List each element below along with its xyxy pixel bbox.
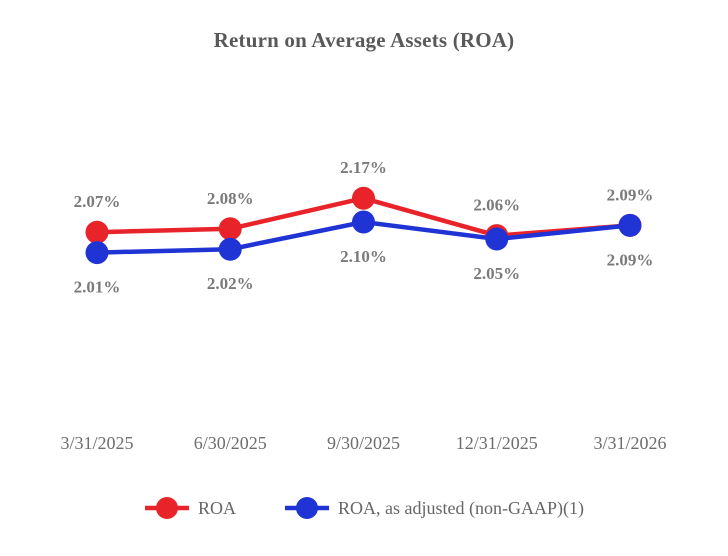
data-label: 2.17% — [340, 158, 387, 177]
data-point-marker — [218, 217, 242, 241]
legend: ROA ROA, as adjusted (non-GAAP)(1) — [0, 495, 728, 521]
data-label: 2.10% — [340, 247, 387, 266]
data-point-marker — [485, 227, 509, 251]
data-label: 2.05% — [473, 264, 520, 283]
data-label: 2.06% — [473, 196, 520, 215]
data-point-marker — [218, 237, 242, 261]
data-point-marker — [618, 213, 642, 237]
legend-series-marker-icon — [145, 497, 189, 519]
data-label: 2.02% — [207, 274, 254, 293]
data-label: 2.09% — [607, 250, 654, 269]
chart-title: Return on Average Assets (ROA) — [213, 28, 515, 52]
legend-item: ROA — [144, 495, 236, 521]
data-label: 2.01% — [74, 278, 121, 297]
data-label: 2.07% — [74, 192, 121, 211]
data-label: 2.08% — [207, 189, 254, 208]
data-point-marker — [352, 210, 375, 234]
legend-label: ROA, as adjusted (non-GAAP)(1) — [338, 497, 584, 518]
legend-series-marker-icon — [285, 497, 330, 519]
data-point-marker — [85, 241, 109, 265]
legend-label: ROA — [198, 497, 237, 518]
data-point-marker — [85, 220, 109, 244]
legend-item: ROA, as adjusted (non-GAAP)(1) — [284, 495, 584, 521]
data-point-marker — [352, 186, 375, 210]
data-label: 2.09% — [607, 185, 654, 204]
